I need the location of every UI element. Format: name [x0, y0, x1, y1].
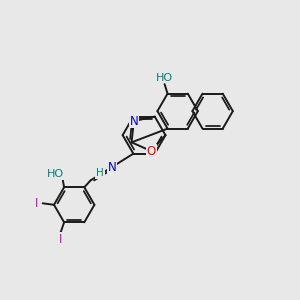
Text: I: I — [34, 197, 38, 210]
Text: N: N — [130, 115, 138, 128]
Text: HO: HO — [46, 169, 64, 178]
Text: O: O — [146, 145, 156, 158]
Text: H: H — [96, 168, 104, 178]
Text: N: N — [108, 160, 116, 173]
Text: HO: HO — [156, 73, 173, 82]
Text: I: I — [59, 233, 62, 246]
